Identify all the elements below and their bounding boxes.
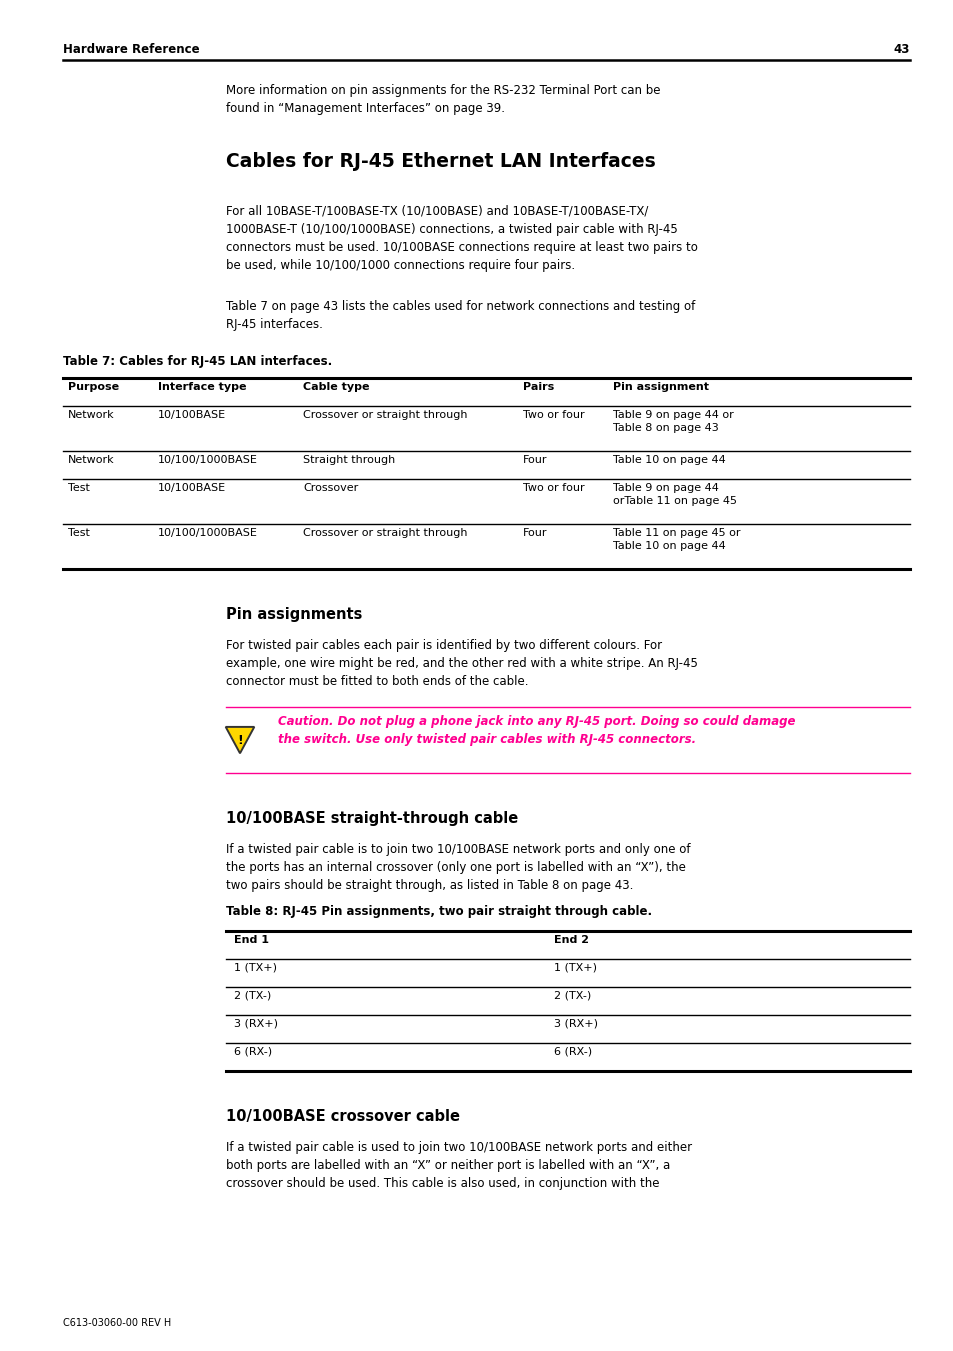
Text: Pairs: Pairs <box>522 382 554 392</box>
Text: 10/100BASE straight-through cable: 10/100BASE straight-through cable <box>226 811 517 825</box>
Text: 2 (TX-): 2 (TX-) <box>233 992 271 1001</box>
Text: Interface type: Interface type <box>158 382 246 392</box>
Text: If a twisted pair cable is to join two 10/100BASE network ports and only one of
: If a twisted pair cable is to join two 1… <box>226 843 690 892</box>
Text: 1 (TX+): 1 (TX+) <box>554 963 597 973</box>
Text: Straight through: Straight through <box>303 455 395 465</box>
Text: For all 10BASE-T/100BASE-TX (10/100BASE) and 10BASE-T/100BASE-TX/
1000BASE-T (10: For all 10BASE-T/100BASE-TX (10/100BASE)… <box>226 205 698 272</box>
Text: End 1: End 1 <box>233 935 269 944</box>
Text: Table 9 on page 44
orTable 11 on page 45: Table 9 on page 44 orTable 11 on page 45 <box>613 484 737 507</box>
Text: 10/100BASE: 10/100BASE <box>158 484 226 493</box>
Text: Crossover: Crossover <box>303 484 358 493</box>
Text: 10/100/1000BASE: 10/100/1000BASE <box>158 455 257 465</box>
Text: 1 (TX+): 1 (TX+) <box>233 963 276 973</box>
Text: Table 7: Cables for RJ-45 LAN interfaces.: Table 7: Cables for RJ-45 LAN interfaces… <box>63 355 332 367</box>
Text: 43: 43 <box>893 43 909 55</box>
Text: Table 10 on page 44: Table 10 on page 44 <box>613 455 725 465</box>
Text: Cables for RJ-45 Ethernet LAN Interfaces: Cables for RJ-45 Ethernet LAN Interfaces <box>226 153 655 172</box>
Text: 2 (TX-): 2 (TX-) <box>554 992 591 1001</box>
Text: 6 (RX-): 6 (RX-) <box>554 1047 592 1056</box>
Text: Network: Network <box>68 455 114 465</box>
Text: If a twisted pair cable is used to join two 10/100BASE network ports and either
: If a twisted pair cable is used to join … <box>226 1142 691 1190</box>
Text: For twisted pair cables each pair is identified by two different colours. For
ex: For twisted pair cables each pair is ide… <box>226 639 698 688</box>
Text: Caution. Do not plug a phone jack into any RJ-45 port. Doing so could damage
the: Caution. Do not plug a phone jack into a… <box>277 715 795 746</box>
Text: 10/100/1000BASE: 10/100/1000BASE <box>158 528 257 538</box>
Text: More information on pin assignments for the RS-232 Terminal Port can be
found in: More information on pin assignments for … <box>226 84 659 115</box>
Text: Test: Test <box>68 528 90 538</box>
Text: 3 (RX+): 3 (RX+) <box>554 1019 598 1029</box>
Text: 3 (RX+): 3 (RX+) <box>233 1019 277 1029</box>
Text: Table 7 on page 43 lists the cables used for network connections and testing of
: Table 7 on page 43 lists the cables used… <box>226 300 695 331</box>
Text: Table 8: RJ-45 Pin assignments, two pair straight through cable.: Table 8: RJ-45 Pin assignments, two pair… <box>226 905 652 917</box>
Text: Four: Four <box>522 455 547 465</box>
Polygon shape <box>226 727 254 754</box>
Text: Table 11 on page 45 or
Table 10 on page 44: Table 11 on page 45 or Table 10 on page … <box>613 528 740 551</box>
Text: Hardware Reference: Hardware Reference <box>63 43 199 55</box>
Text: End 2: End 2 <box>554 935 588 944</box>
Text: Cable type: Cable type <box>303 382 369 392</box>
Text: !: ! <box>237 734 243 747</box>
Text: Crossover or straight through: Crossover or straight through <box>303 409 467 420</box>
Text: 10/100BASE crossover cable: 10/100BASE crossover cable <box>226 1109 459 1124</box>
Text: 10/100BASE: 10/100BASE <box>158 409 226 420</box>
Text: Pin assignments: Pin assignments <box>226 607 362 621</box>
Text: Pin assignment: Pin assignment <box>613 382 708 392</box>
Text: Network: Network <box>68 409 114 420</box>
Text: Test: Test <box>68 484 90 493</box>
Text: C613-03060-00 REV H: C613-03060-00 REV H <box>63 1319 172 1328</box>
Text: Table 9 on page 44 or
Table 8 on page 43: Table 9 on page 44 or Table 8 on page 43 <box>613 409 733 434</box>
Text: Two or four: Two or four <box>522 409 584 420</box>
Text: Crossover or straight through: Crossover or straight through <box>303 528 467 538</box>
Text: Four: Four <box>522 528 547 538</box>
Text: Two or four: Two or four <box>522 484 584 493</box>
Text: Purpose: Purpose <box>68 382 119 392</box>
Text: 6 (RX-): 6 (RX-) <box>233 1047 272 1056</box>
